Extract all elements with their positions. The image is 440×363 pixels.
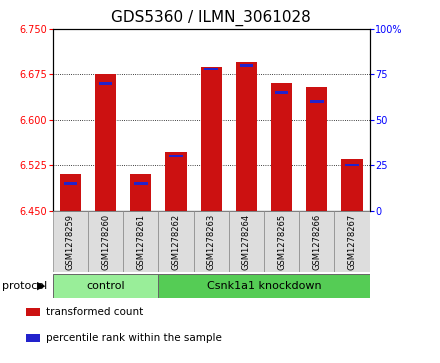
Text: control: control bbox=[86, 281, 125, 291]
Bar bbox=[130, 174, 151, 211]
Bar bbox=[53, 274, 158, 298]
Text: Csnk1a1 knockdown: Csnk1a1 knockdown bbox=[207, 281, 321, 291]
Bar bbox=[134, 182, 148, 184]
Text: GSM1278259: GSM1278259 bbox=[66, 213, 75, 270]
Bar bbox=[169, 155, 183, 157]
Bar bbox=[99, 82, 113, 85]
Bar bbox=[271, 83, 292, 211]
Bar bbox=[264, 211, 299, 272]
Text: transformed count: transformed count bbox=[46, 307, 143, 317]
Text: GSM1278266: GSM1278266 bbox=[312, 213, 321, 270]
Bar bbox=[310, 101, 324, 103]
Bar bbox=[53, 211, 88, 272]
Text: ▶: ▶ bbox=[37, 281, 46, 291]
Bar bbox=[306, 86, 327, 211]
Bar bbox=[88, 211, 123, 272]
Text: GSM1278264: GSM1278264 bbox=[242, 213, 251, 270]
Bar bbox=[239, 64, 253, 66]
Bar bbox=[26, 334, 40, 342]
Bar bbox=[204, 68, 218, 70]
Bar bbox=[63, 182, 77, 184]
Text: percentile rank within the sample: percentile rank within the sample bbox=[46, 333, 222, 343]
Bar bbox=[334, 211, 370, 272]
Bar bbox=[158, 211, 194, 272]
Text: GSM1278267: GSM1278267 bbox=[348, 213, 356, 270]
Bar bbox=[95, 74, 116, 211]
Text: protocol: protocol bbox=[2, 281, 48, 291]
Bar bbox=[299, 211, 334, 272]
Text: GSM1278262: GSM1278262 bbox=[172, 213, 180, 270]
Bar bbox=[194, 211, 229, 272]
Bar bbox=[275, 91, 289, 94]
Bar bbox=[229, 211, 264, 272]
Bar bbox=[60, 174, 81, 211]
Bar bbox=[345, 164, 359, 166]
Text: GSM1278263: GSM1278263 bbox=[207, 213, 216, 270]
Text: GSM1278265: GSM1278265 bbox=[277, 213, 286, 270]
Bar bbox=[165, 152, 187, 211]
Bar bbox=[158, 274, 370, 298]
Text: GSM1278261: GSM1278261 bbox=[136, 213, 145, 270]
Bar bbox=[341, 159, 363, 211]
Title: GDS5360 / ILMN_3061028: GDS5360 / ILMN_3061028 bbox=[111, 10, 311, 26]
Bar bbox=[236, 62, 257, 211]
Bar bbox=[201, 67, 222, 211]
Bar bbox=[123, 211, 158, 272]
Text: GSM1278260: GSM1278260 bbox=[101, 213, 110, 270]
Bar bbox=[26, 308, 40, 316]
